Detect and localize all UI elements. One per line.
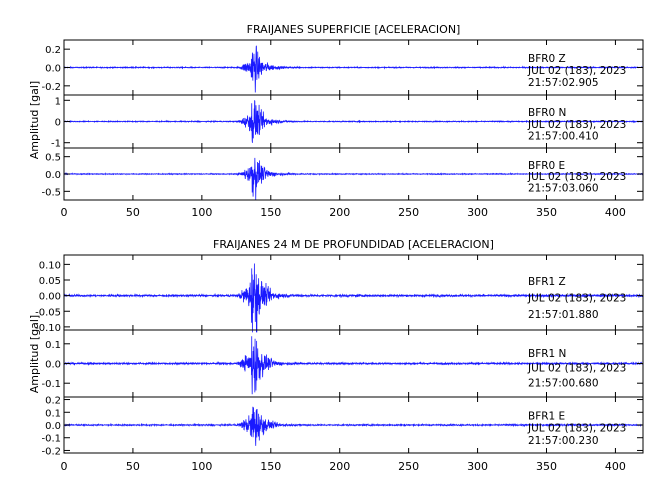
time-label: 21:57:01.880: [528, 309, 599, 321]
date-label: JUL 02 (183), 2023: [527, 423, 626, 435]
y-tick-label: 0.10: [39, 260, 61, 271]
date-label: JUL 02 (183), 2023: [527, 171, 626, 183]
x-tick-label: 250: [398, 460, 419, 473]
time-label: 21:57:02.905: [528, 77, 599, 89]
date-label: JUL 02 (183), 2023: [527, 65, 626, 77]
x-tick-label: 300: [467, 206, 488, 219]
time-label: 21:57:00.680: [528, 377, 599, 389]
time-label: 21:57:00.410: [528, 131, 599, 143]
waveform-trace: [63, 45, 644, 93]
x-tick-label: 400: [605, 206, 626, 219]
y-tick-label: 1: [55, 96, 61, 107]
station-label: BFR1 E: [528, 410, 565, 422]
trace-panel: -0.10 -0.05 0.00 0.05 0.10 BFR1 Z JUL 02 (183)…: [35, 254, 644, 334]
y-tick-label: 0.0: [45, 64, 61, 75]
date-label: JUL 02 (183), 2023: [527, 293, 626, 305]
y-tick-label: 0.0: [45, 421, 61, 432]
date-label: JUL 02 (183), 2023: [527, 363, 626, 375]
waveform-trace: [63, 157, 644, 200]
x-tick-label: 400: [605, 460, 626, 473]
station-label: BFR1 N: [528, 348, 566, 360]
x-tick-label: 200: [329, 460, 350, 473]
x-tick-label: 100: [191, 206, 212, 219]
y-tick-label: 0.0: [45, 360, 61, 371]
y-tick-label: -1: [51, 139, 61, 150]
y-tick-label: 0.05: [39, 276, 61, 287]
x-tick-label: 300: [467, 460, 488, 473]
x-tick-label: 150: [260, 206, 281, 219]
y-tick-label: 0.0: [45, 170, 61, 181]
waveform-trace: [63, 406, 644, 446]
x-tick-label: 50: [126, 460, 140, 473]
x-tick-label: 0: [61, 460, 68, 473]
x-tick-label: 350: [536, 460, 557, 473]
y-tick-label: 0.1: [45, 340, 61, 351]
y-tick-label: -0.5: [41, 187, 61, 198]
y-axis-label: Amplitud [gal]: [28, 81, 41, 159]
station-label: BFR0 Z: [528, 53, 566, 65]
y-tick-label: 0.00: [39, 292, 61, 303]
depth-acceleration-chart: FRAIJANES 24 M DE PROFUNDIDAD [ACELERACI…: [28, 238, 644, 473]
date-label: JUL 02 (183), 2023: [527, 119, 626, 131]
surface-acceleration-chart: FRAIJANES SUPERFICIE [ACELERACION] Amplit…: [28, 23, 644, 219]
x-tick-label: 0: [61, 206, 68, 219]
x-tick-label: 200: [329, 206, 350, 219]
waveform-trace: [63, 336, 644, 395]
y-tick-label: -0.05: [35, 307, 61, 318]
station-label: BFR1 Z: [528, 276, 566, 288]
y-tick-label: -0.1: [41, 434, 61, 445]
y-tick-label: -0.2: [41, 82, 61, 93]
y-tick-label: -0.1: [41, 379, 61, 390]
y-tick-label: 0: [55, 118, 61, 129]
y-tick-label: 0.2: [45, 45, 61, 56]
x-tick-label: 100: [191, 460, 212, 473]
y-tick-label: 0.5: [45, 153, 61, 164]
trace-panel: -0.1 0.0 0.1 BFR1 N JUL 02 (183), 2023 21:57:…: [41, 329, 644, 398]
y-tick-label: -0.10: [35, 323, 61, 334]
time-label: 21:57:03.060: [528, 183, 599, 195]
y-axis-label: Amplitud [gal]: [28, 315, 41, 393]
x-tick-label: 350: [536, 206, 557, 219]
chart-title: FRAIJANES 24 M DE PROFUNDIDAD [ACELERACI…: [213, 238, 494, 251]
time-label: 21:57:00.230: [528, 435, 599, 447]
y-tick-label: 0.2: [45, 396, 61, 407]
station-label: BFR0 N: [528, 107, 566, 119]
x-tick-label: 250: [398, 206, 419, 219]
station-label: BFR0 E: [528, 160, 565, 172]
chart-title: FRAIJANES SUPERFICIE [ACELERACION]: [247, 23, 461, 36]
waveform-trace: [63, 263, 644, 333]
y-tick-label: 0.1: [45, 408, 61, 419]
y-tick-label: -0.2: [41, 446, 61, 457]
x-tick-label: 50: [126, 206, 140, 219]
x-tick-label: 150: [260, 460, 281, 473]
waveform-trace: [63, 100, 644, 143]
